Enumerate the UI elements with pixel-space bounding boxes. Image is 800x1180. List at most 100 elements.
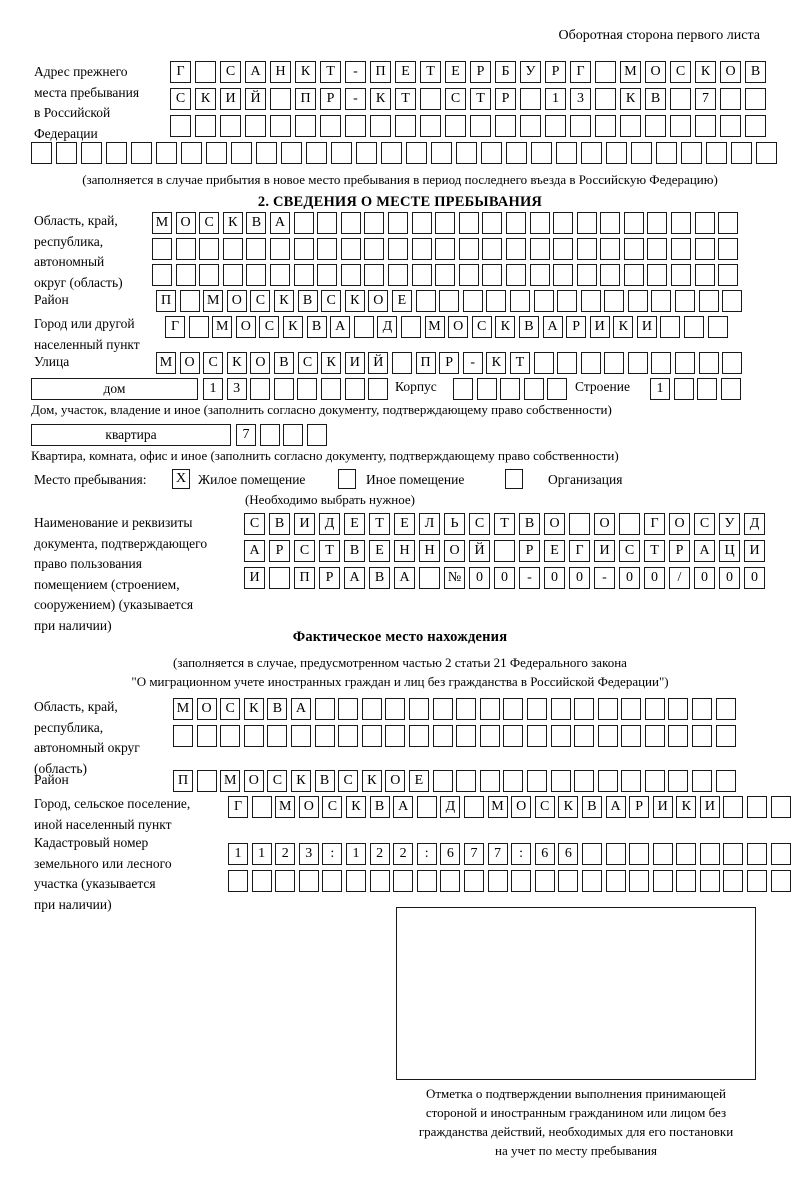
comb-cell[interactable] — [605, 843, 626, 865]
comb-cell[interactable]: В — [344, 540, 365, 562]
comb-cell[interactable] — [581, 870, 602, 892]
comb-cell[interactable] — [482, 212, 503, 234]
comb-cell[interactable] — [500, 378, 521, 400]
comb-cell[interactable] — [715, 698, 736, 720]
comb-cell[interactable]: 6 — [440, 843, 461, 865]
comb-cell[interactable] — [597, 725, 618, 747]
comb-cell[interactable] — [529, 264, 550, 286]
comb-cell[interactable] — [344, 378, 365, 400]
comb-cell[interactable] — [152, 238, 172, 260]
comb-cell[interactable]: А — [290, 698, 311, 720]
comb-cell[interactable]: 1 — [228, 843, 248, 865]
comb-cell[interactable]: 1 — [203, 378, 223, 400]
comb-cell[interactable]: Й — [245, 88, 266, 110]
comb-cell[interactable]: Т — [369, 513, 390, 535]
comb-cell[interactable] — [558, 870, 579, 892]
comb-cell[interactable]: О — [175, 212, 196, 234]
comb-cell[interactable] — [458, 212, 479, 234]
comb-cell[interactable] — [345, 870, 366, 892]
comb-cell[interactable] — [595, 61, 616, 83]
comb-cell[interactable]: Г — [644, 513, 665, 535]
comb-cell[interactable] — [505, 264, 526, 286]
comb-cell[interactable]: К — [282, 316, 303, 338]
comb-cell[interactable] — [476, 378, 497, 400]
comb-cell[interactable] — [506, 142, 527, 164]
comb-cell[interactable] — [668, 698, 689, 720]
comb-cell[interactable] — [338, 698, 359, 720]
comb-cell[interactable]: У — [719, 513, 740, 535]
section2-region-row-2[interactable] — [152, 238, 742, 260]
comb-cell[interactable] — [385, 698, 406, 720]
comb-cell[interactable] — [623, 212, 644, 234]
comb-cell[interactable] — [314, 725, 335, 747]
comb-cell[interactable]: М — [620, 61, 641, 83]
comb-cell[interactable]: С — [694, 513, 715, 535]
comb-cell[interactable]: А — [330, 316, 351, 338]
comb-cell[interactable]: М — [424, 316, 445, 338]
comb-cell[interactable] — [385, 725, 406, 747]
comb-cell[interactable] — [756, 142, 777, 164]
comb-cell[interactable] — [196, 770, 217, 792]
comb-cell[interactable]: Р — [495, 88, 516, 110]
comb-cell[interactable] — [269, 567, 290, 589]
comb-cell[interactable]: В — [581, 796, 602, 818]
comb-cell[interactable] — [745, 115, 766, 137]
comb-cell[interactable] — [440, 870, 461, 892]
comb-cell[interactable]: Н — [419, 540, 440, 562]
comb-cell[interactable]: Т — [494, 513, 515, 535]
comb-cell[interactable]: И — [589, 316, 610, 338]
comb-cell[interactable]: 0 — [494, 567, 515, 589]
flat-number-cells[interactable]: 7 — [236, 424, 330, 446]
comb-cell[interactable] — [387, 238, 408, 260]
comb-cell[interactable] — [770, 870, 791, 892]
comb-cell[interactable] — [340, 238, 361, 260]
comb-cell[interactable]: М — [275, 796, 296, 818]
comb-cell[interactable]: С — [203, 352, 224, 374]
comb-cell[interactable] — [505, 238, 526, 260]
comb-cell[interactable]: П — [173, 770, 193, 792]
comb-cell[interactable]: 6 — [558, 843, 579, 865]
comb-cell[interactable]: Р — [669, 540, 690, 562]
comb-cell[interactable]: И — [699, 796, 720, 818]
comb-cell[interactable] — [188, 316, 209, 338]
comb-cell[interactable]: Й — [469, 540, 490, 562]
comb-cell[interactable]: М — [203, 290, 224, 312]
comb-cell[interactable]: В — [246, 212, 267, 234]
comb-cell[interactable] — [419, 567, 440, 589]
comb-cell[interactable] — [199, 264, 220, 286]
comb-cell[interactable]: А — [244, 540, 265, 562]
comb-cell[interactable]: Т — [644, 540, 665, 562]
comb-cell[interactable] — [706, 142, 727, 164]
comb-cell[interactable] — [295, 115, 316, 137]
comb-cell[interactable] — [647, 238, 668, 260]
comb-cell[interactable] — [595, 115, 616, 137]
comb-cell[interactable] — [671, 212, 692, 234]
comb-cell[interactable] — [694, 264, 715, 286]
comb-cell[interactable]: А — [245, 61, 266, 83]
comb-cell[interactable] — [547, 378, 568, 400]
comb-cell[interactable]: В — [269, 513, 290, 535]
comb-cell[interactable] — [605, 870, 626, 892]
comb-cell[interactable]: К — [345, 796, 366, 818]
comb-cell[interactable]: Е — [445, 61, 466, 83]
comb-cell[interactable]: Л — [419, 513, 440, 535]
comb-cell[interactable] — [668, 770, 689, 792]
comb-cell[interactable] — [222, 238, 243, 260]
comb-cell[interactable] — [621, 725, 642, 747]
comb-cell[interactable] — [671, 238, 692, 260]
comb-cell[interactable] — [623, 238, 644, 260]
comb-cell[interactable] — [770, 843, 791, 865]
comb-cell[interactable]: 6 — [534, 843, 555, 865]
comb-cell[interactable]: О — [448, 316, 469, 338]
comb-cell[interactable] — [723, 870, 744, 892]
comb-cell[interactable] — [243, 725, 264, 747]
actual-region-row-2[interactable] — [173, 725, 739, 747]
comb-cell[interactable] — [456, 698, 477, 720]
comb-cell[interactable] — [494, 540, 515, 562]
comb-cell[interactable] — [623, 264, 644, 286]
comb-cell[interactable]: № — [444, 567, 465, 589]
comb-cell[interactable]: А — [269, 212, 290, 234]
comb-cell[interactable] — [644, 725, 665, 747]
comb-cell[interactable]: К — [486, 352, 507, 374]
comb-cell[interactable]: С — [321, 290, 342, 312]
